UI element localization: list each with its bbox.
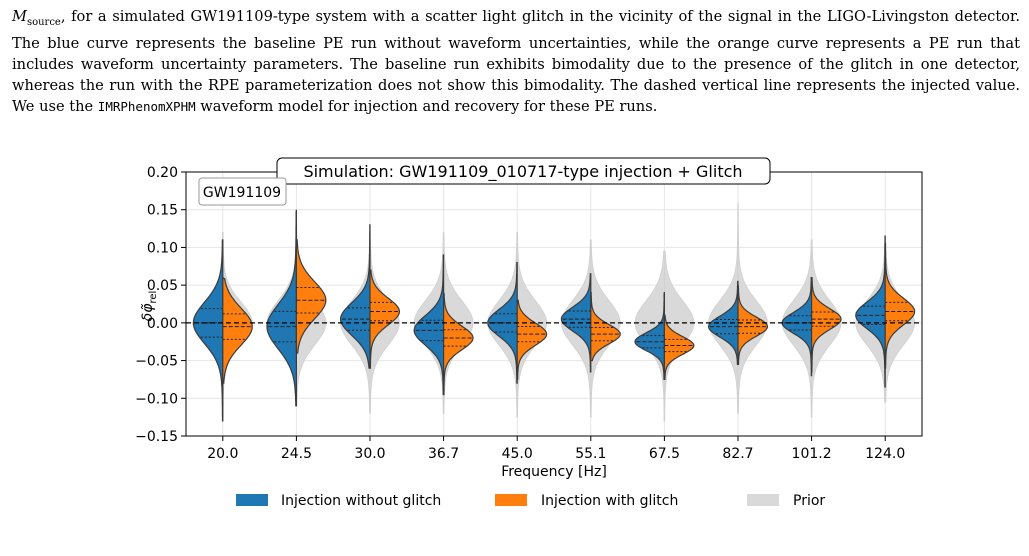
x-axis: 20.0 24.5 30.0 36.7 45.0 55.1 67.5 82.7 101.2 124… <box>207 436 905 462</box>
x-tick-label: 101.2 <box>792 446 832 462</box>
caption-tail: waveform model for injection and recover… <box>195 97 658 115</box>
legend-swatch-prior <box>747 494 779 506</box>
violin-half-without-glitch <box>634 292 665 381</box>
violin-half-without-glitch <box>340 224 371 369</box>
violin-half-without-glitch <box>192 239 224 422</box>
violin-chart: 0.20 0.15 0.10 0.05 0.00 −0.05 −0.10 −0.15 20.0… <box>135 157 923 509</box>
y-tick-label: −0.10 <box>135 391 178 407</box>
legend-swatch-orange <box>495 494 527 506</box>
y-tick-label: 0.00 <box>147 316 178 332</box>
prior-violin-left <box>708 202 739 414</box>
x-tick-label: 45.0 <box>502 446 533 462</box>
violin-half-with-glitch <box>222 276 253 384</box>
figure-caption: Msource, for a simulated GW191109-type s… <box>12 6 1020 117</box>
violin-half-with-glitch <box>811 277 842 373</box>
legend-label-without-glitch: Injection without glitch <box>281 493 441 509</box>
y-tick-label: 0.10 <box>147 240 178 256</box>
caption-model-name: IMRPhenomXPHM <box>97 98 196 114</box>
y-tick-label: 0.15 <box>147 203 178 219</box>
legend-item-prior: Prior <box>747 493 825 509</box>
violins <box>192 202 916 422</box>
inset-label-text: GW191109 <box>203 185 281 201</box>
violin-20.0 <box>192 231 253 422</box>
violin-half-with-glitch <box>663 314 695 381</box>
x-axis-label: Frequency [Hz] <box>501 464 607 480</box>
y-tick-label: −0.15 <box>135 429 178 445</box>
violin-24.5 <box>266 209 327 407</box>
legend-item-with-glitch: Injection with glitch <box>495 493 678 509</box>
chart-title: Simulation: GW191109_010717-type injecti… <box>276 157 771 185</box>
violin-82.7 <box>707 202 768 414</box>
caption-symbol: Msource <box>12 8 61 28</box>
violin-half-with-glitch <box>443 292 474 396</box>
violin-half-with-glitch <box>737 284 768 365</box>
violin-30.0 <box>340 224 400 414</box>
violin-half-without-glitch <box>413 254 445 396</box>
legend-item-without-glitch: Injection without glitch <box>236 493 441 509</box>
x-tick-label: 67.5 <box>649 446 680 462</box>
y-tick-label: −0.05 <box>135 354 178 370</box>
violin-45.0 <box>487 231 548 418</box>
x-tick-label: 55.1 <box>575 446 606 462</box>
violin-half-with-glitch <box>295 239 327 354</box>
x-tick-label: 30.0 <box>354 446 385 462</box>
prior-violin-right <box>737 202 768 414</box>
violin-55.1 <box>560 239 621 418</box>
legend-swatch-blue <box>236 494 268 506</box>
violin-124.0 <box>855 235 916 403</box>
y-tick-label: 0.05 <box>147 278 178 294</box>
violin-half-with-glitch <box>590 292 621 362</box>
violin-101.2 <box>781 239 842 418</box>
x-tick-label: 36.7 <box>428 446 459 462</box>
violin-half-with-glitch <box>516 299 548 381</box>
legend: Injection without glitch Injection with … <box>236 493 825 509</box>
violin-half-with-glitch <box>369 269 400 369</box>
inset-label: GW191109 <box>198 177 287 206</box>
caption-text: , for a simulated GW191109-type system w… <box>12 8 1020 115</box>
x-tick-label: 24.5 <box>281 446 312 462</box>
y-axis: 0.20 0.15 0.10 0.05 0.00 −0.05 −0.10 −0.15 <box>135 165 186 445</box>
legend-label-prior: Prior <box>793 493 825 509</box>
violin-half-with-glitch <box>884 242 916 369</box>
chart-title-text: Simulation: GW191109_010717-type injecti… <box>303 162 742 182</box>
violin-half-without-glitch <box>266 209 297 407</box>
legend-label-with-glitch: Injection with glitch <box>541 493 678 509</box>
violin-67.5 <box>634 250 695 422</box>
x-tick-label: 124.0 <box>865 446 905 462</box>
x-tick-label: 20.0 <box>207 446 238 462</box>
y-tick-label: 0.20 <box>147 165 178 181</box>
x-tick-label: 82.7 <box>722 446 753 462</box>
